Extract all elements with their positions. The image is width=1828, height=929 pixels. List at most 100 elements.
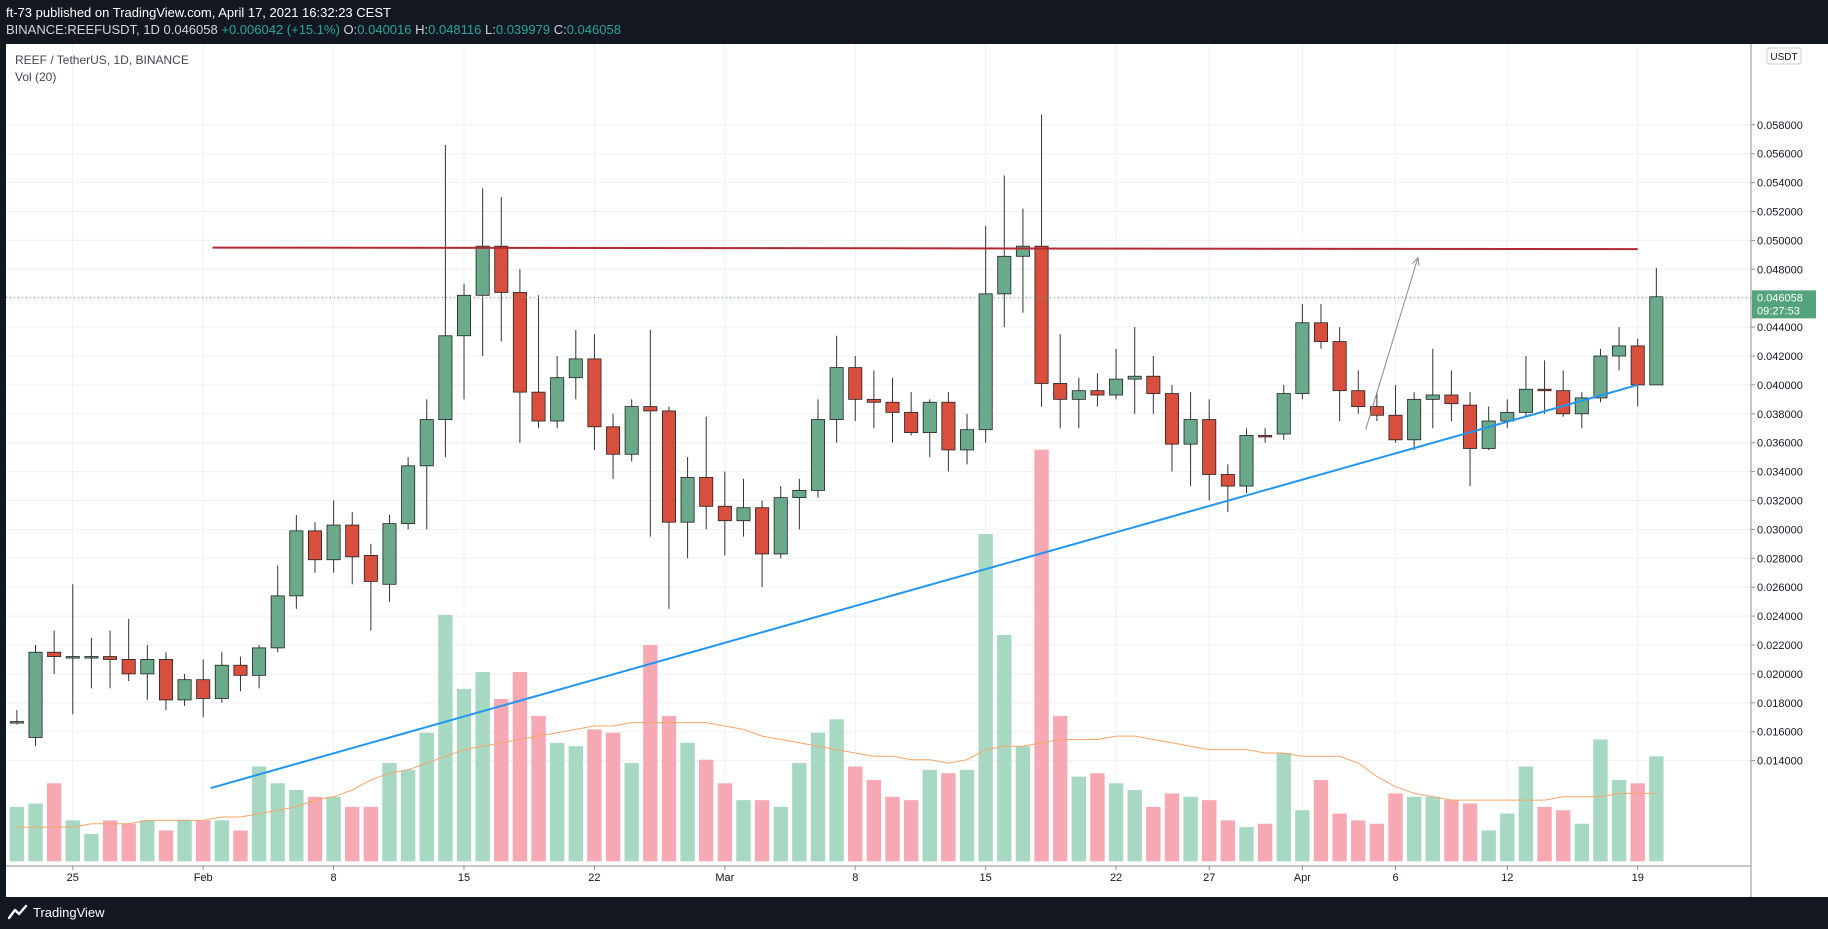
resistance-line[interactable] bbox=[212, 246, 1638, 251]
projection-arrow[interactable] bbox=[1365, 257, 1419, 430]
candle[interactable] bbox=[475, 188, 490, 356]
price-chart[interactable]: 0.014000 0.016000 0.018000 0.020000 0.022000… bbox=[6, 44, 1828, 897]
candle[interactable] bbox=[457, 283, 472, 400]
currency-badge[interactable]: USDT bbox=[1766, 47, 1802, 65]
candle[interactable] bbox=[848, 356, 863, 422]
candle[interactable] bbox=[922, 399, 937, 458]
candle[interactable] bbox=[326, 500, 341, 573]
candle[interactable] bbox=[1071, 377, 1086, 429]
candle[interactable] bbox=[419, 399, 434, 530]
candle[interactable] bbox=[810, 399, 825, 498]
candle[interactable] bbox=[140, 645, 155, 700]
candle[interactable] bbox=[978, 225, 993, 443]
candle[interactable] bbox=[1183, 392, 1198, 487]
candle[interactable] bbox=[158, 652, 173, 711]
candle[interactable] bbox=[1314, 303, 1329, 349]
candle[interactable] bbox=[196, 659, 211, 718]
candle[interactable] bbox=[1537, 360, 1552, 414]
candle[interactable] bbox=[233, 656, 248, 692]
candle[interactable] bbox=[960, 413, 975, 465]
candle[interactable] bbox=[606, 413, 621, 479]
candle[interactable] bbox=[904, 392, 919, 436]
candle[interactable] bbox=[550, 356, 565, 429]
candle[interactable] bbox=[792, 478, 807, 530]
candle[interactable] bbox=[997, 175, 1012, 328]
candle[interactable] bbox=[1630, 338, 1645, 407]
candle[interactable] bbox=[1593, 348, 1608, 403]
candle[interactable] bbox=[829, 335, 844, 443]
candle[interactable] bbox=[624, 399, 639, 462]
price-tick-label: 0.034000 bbox=[1757, 467, 1803, 479]
support-trend-line[interactable] bbox=[210, 383, 1638, 790]
candle[interactable] bbox=[84, 637, 99, 689]
candle-body-down bbox=[1220, 474, 1235, 487]
candle[interactable] bbox=[1164, 384, 1179, 472]
candle[interactable] bbox=[47, 630, 62, 674]
candle[interactable] bbox=[1351, 370, 1366, 414]
candle[interactable] bbox=[531, 295, 546, 429]
candle[interactable] bbox=[1444, 370, 1459, 422]
candle[interactable] bbox=[512, 269, 527, 443]
candle[interactable] bbox=[1220, 464, 1235, 513]
candle[interactable] bbox=[1090, 373, 1105, 407]
candle[interactable] bbox=[643, 329, 658, 537]
candle[interactable] bbox=[494, 197, 509, 342]
candle[interactable] bbox=[363, 543, 378, 631]
candle[interactable] bbox=[438, 145, 453, 458]
candle[interactable] bbox=[177, 673, 192, 706]
candle[interactable] bbox=[736, 478, 751, 537]
candle[interactable] bbox=[270, 565, 285, 653]
candle[interactable] bbox=[1332, 327, 1347, 422]
candle[interactable] bbox=[1556, 370, 1571, 417]
candle[interactable] bbox=[587, 334, 602, 450]
candle[interactable] bbox=[866, 370, 881, 429]
chart-area[interactable]: 0.014000 0.016000 0.018000 0.020000 0.022000… bbox=[6, 44, 1828, 897]
candle[interactable] bbox=[1276, 384, 1291, 440]
candle[interactable] bbox=[717, 471, 732, 556]
candle[interactable] bbox=[1649, 267, 1664, 386]
candle[interactable] bbox=[699, 416, 714, 530]
candle[interactable] bbox=[345, 512, 360, 585]
candle[interactable] bbox=[755, 500, 770, 588]
candle[interactable] bbox=[885, 377, 900, 443]
candle[interactable] bbox=[401, 457, 416, 530]
candle[interactable] bbox=[9, 710, 24, 725]
candle[interactable] bbox=[1295, 303, 1310, 400]
candle[interactable] bbox=[103, 630, 118, 689]
candle[interactable] bbox=[1258, 428, 1273, 443]
candle[interactable] bbox=[661, 406, 676, 609]
candle[interactable] bbox=[1463, 392, 1478, 487]
candle[interactable] bbox=[65, 584, 80, 715]
candle[interactable] bbox=[252, 645, 267, 689]
time-tick-label: 8 bbox=[852, 872, 858, 884]
candle[interactable] bbox=[121, 618, 136, 682]
candle[interactable] bbox=[941, 392, 956, 472]
candle[interactable] bbox=[1015, 208, 1030, 313]
candle[interactable] bbox=[1388, 384, 1403, 443]
candle[interactable] bbox=[382, 514, 397, 602]
candle[interactable] bbox=[1202, 399, 1217, 501]
candle[interactable] bbox=[1034, 114, 1049, 407]
tradingview-logo-icon bbox=[8, 904, 28, 920]
volume-bar bbox=[345, 806, 360, 862]
candle[interactable] bbox=[1612, 327, 1627, 371]
candle[interactable] bbox=[568, 329, 583, 400]
candle[interactable] bbox=[1127, 327, 1142, 414]
candle[interactable] bbox=[1053, 334, 1068, 429]
candle[interactable] bbox=[1109, 348, 1124, 400]
candle[interactable] bbox=[214, 652, 229, 703]
price-tick-label: 0.038000 bbox=[1757, 409, 1803, 421]
candle[interactable] bbox=[1239, 428, 1254, 494]
candle[interactable] bbox=[1369, 392, 1384, 422]
candle[interactable] bbox=[307, 522, 322, 573]
candle[interactable] bbox=[680, 457, 695, 559]
candle[interactable] bbox=[1425, 348, 1440, 429]
candle[interactable] bbox=[1407, 392, 1422, 450]
candle[interactable] bbox=[1146, 356, 1161, 414]
candle[interactable] bbox=[1518, 356, 1533, 417]
candle[interactable] bbox=[773, 486, 788, 559]
volume-bar bbox=[754, 800, 770, 862]
candle[interactable] bbox=[289, 514, 304, 609]
volume-bar bbox=[1351, 820, 1366, 862]
candle[interactable] bbox=[28, 645, 43, 747]
